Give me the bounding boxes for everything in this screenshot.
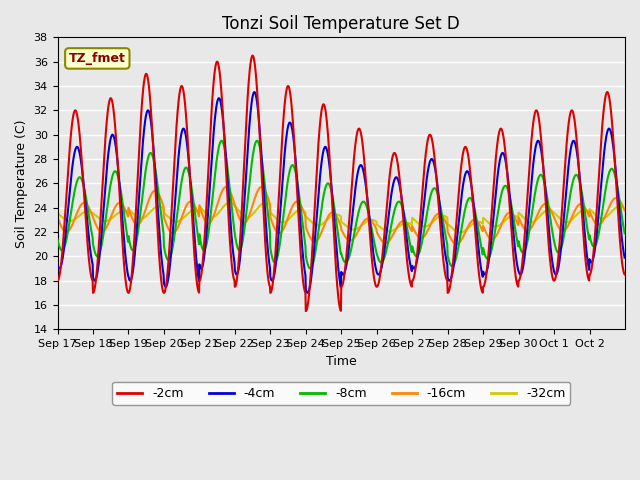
Legend: -2cm, -4cm, -8cm, -16cm, -32cm: -2cm, -4cm, -8cm, -16cm, -32cm [112,382,570,405]
Y-axis label: Soil Temperature (C): Soil Temperature (C) [15,119,28,248]
X-axis label: Time: Time [326,355,356,368]
Title: Tonzi Soil Temperature Set D: Tonzi Soil Temperature Set D [222,15,460,33]
Text: TZ_fmet: TZ_fmet [69,52,125,65]
